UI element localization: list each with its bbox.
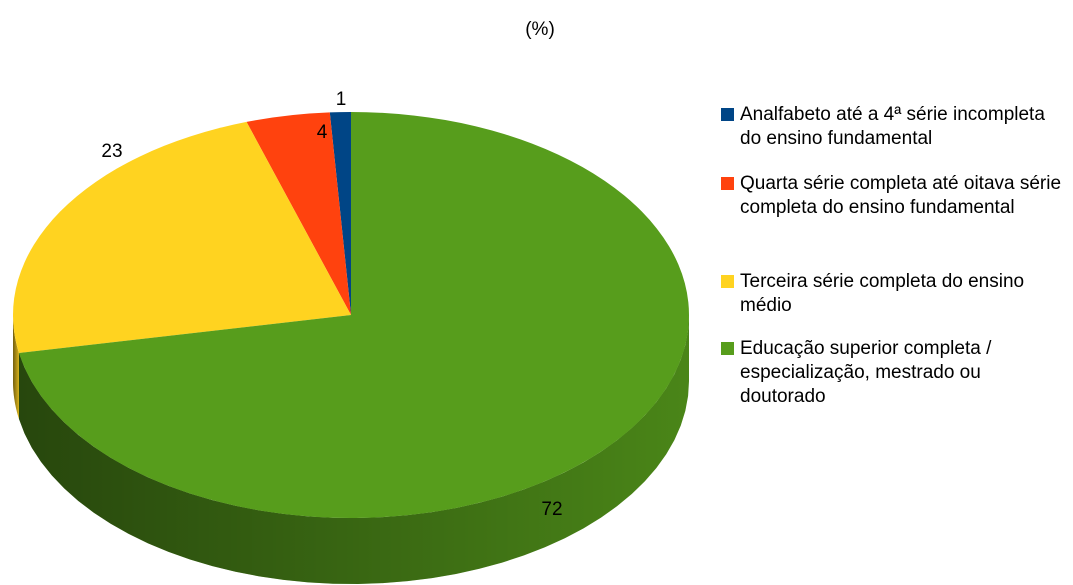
legend-swatch [721, 275, 734, 288]
legend-swatch [721, 177, 734, 190]
legend-swatch [721, 108, 734, 121]
legend-item: Terceira série completa do ensino médio [721, 270, 1066, 318]
data-label: 1 [336, 89, 347, 110]
slice-side-shade [18, 315, 689, 584]
slice [329, 112, 351, 315]
legend-label: Terceira série completa do ensino médio [740, 271, 1025, 316]
legend-item: Analfabeto até a 4ª série incompleta do … [721, 103, 1066, 151]
slice [246, 112, 351, 315]
slice-side-shade [13, 315, 19, 420]
data-label: 4 [317, 122, 328, 143]
data-label: 23 [101, 141, 122, 162]
legend-item: Quarta série completa até oitava série c… [721, 172, 1066, 220]
legend-swatch [721, 342, 734, 355]
legend-item: Educação superior completa / especializa… [721, 337, 1066, 409]
chart-title: (%) [525, 19, 555, 40]
legend-label: Educação superior completa / especializa… [740, 338, 992, 407]
slice [13, 121, 351, 354]
slice [18, 112, 690, 518]
legend-label: Analfabeto até a 4ª série incompleta do … [740, 104, 1045, 149]
legend-label: Quarta série completa até oitava série c… [740, 173, 1062, 218]
data-label: 72 [541, 499, 562, 520]
